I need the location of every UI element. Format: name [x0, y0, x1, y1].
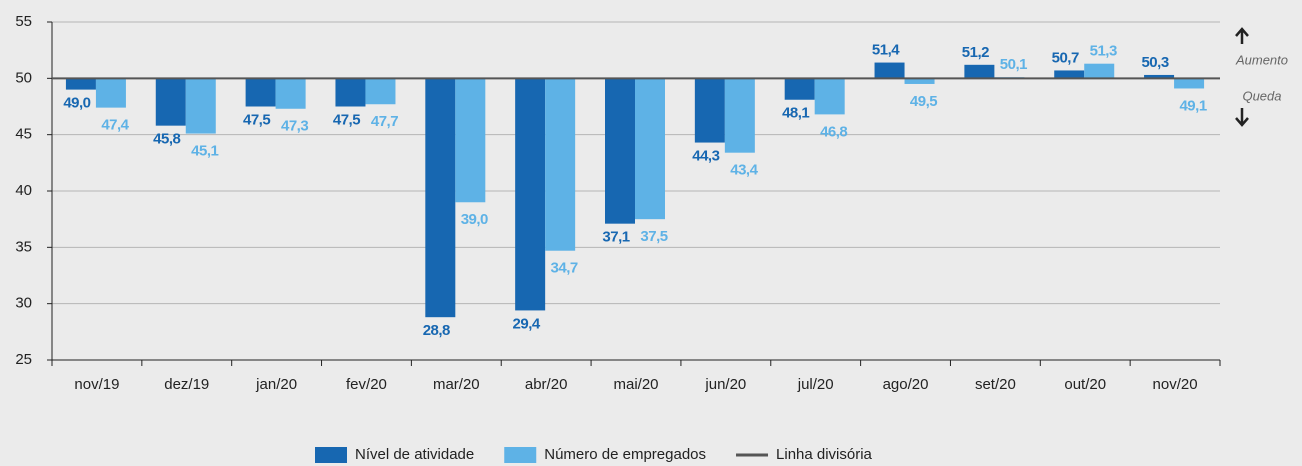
value-label: 29,4	[513, 315, 541, 332]
x-tick-label: jul/20	[797, 376, 834, 393]
value-label: 47,5	[243, 111, 270, 128]
value-label: 50,1	[1000, 56, 1027, 73]
y-tick-label: 25	[15, 351, 32, 368]
y-tick-label: 45	[15, 126, 32, 143]
x-tick-label: jun/20	[704, 376, 746, 393]
value-label: 34,7	[551, 260, 578, 277]
value-label: 47,5	[333, 111, 360, 128]
y-tick-label: 50	[15, 69, 32, 86]
value-label: 44,3	[692, 148, 719, 165]
arrow-up	[1235, 27, 1249, 44]
bar	[1144, 74, 1175, 79]
bar	[724, 78, 755, 153]
bar	[904, 78, 935, 84]
x-tick-label: dez/19	[164, 376, 209, 393]
x-tick-label: mar/20	[433, 376, 480, 393]
value-label: 39,0	[461, 211, 488, 228]
bar	[425, 78, 456, 318]
bar	[874, 62, 905, 79]
value-label: 47,7	[371, 113, 398, 130]
value-label: 45,8	[153, 131, 180, 148]
bar	[185, 78, 216, 134]
bar	[455, 78, 486, 203]
legend-label: Linha divisória	[776, 446, 873, 463]
y-tick-label: 30	[15, 295, 32, 312]
value-label: 51,4	[872, 42, 900, 59]
bar	[635, 78, 665, 220]
bar	[1054, 70, 1085, 79]
value-label: 45,1	[191, 143, 218, 160]
annotation: Queda	[1242, 88, 1281, 103]
x-tick-label: nov/19	[74, 376, 119, 393]
bar	[605, 78, 635, 224]
y-tick-label: 35	[15, 238, 32, 255]
x-tick-label: set/20	[975, 376, 1016, 393]
x-tick-label: nov/20	[1153, 376, 1198, 393]
value-label: 50,3	[1141, 54, 1168, 71]
value-label: 47,3	[281, 118, 308, 135]
bar	[245, 78, 276, 107]
bar	[814, 78, 845, 115]
bar	[95, 78, 126, 108]
x-tick-label: out/20	[1064, 376, 1106, 393]
bar	[964, 64, 995, 79]
value-label: 51,3	[1090, 43, 1117, 60]
y-tick-label: 55	[15, 13, 32, 30]
value-label: 49,5	[910, 93, 937, 110]
legend-swatch	[504, 447, 537, 463]
bar	[515, 78, 546, 311]
value-label: 43,4	[730, 162, 758, 179]
bar	[65, 78, 96, 90]
legend-label: Nível de atividade	[355, 446, 474, 463]
x-tick-label: mai/20	[613, 376, 658, 393]
x-tick-label: abr/20	[525, 376, 568, 393]
value-label: 28,8	[423, 322, 450, 339]
bar	[784, 78, 815, 100]
annotation: Aumento	[1235, 52, 1288, 67]
arrow-down	[1235, 108, 1249, 127]
value-label: 50,7	[1052, 49, 1079, 66]
value-label: 46,8	[820, 123, 847, 140]
value-label: 48,1	[782, 105, 809, 122]
y-tick-label: 40	[15, 182, 32, 199]
value-label: 37,1	[602, 229, 629, 246]
value-label: 49,1	[1179, 97, 1206, 114]
bar	[155, 78, 186, 126]
value-label: 37,5	[640, 228, 667, 245]
bar	[694, 78, 725, 143]
x-tick-label: jan/20	[255, 376, 297, 393]
bar	[1174, 78, 1205, 89]
x-tick-label: fev/20	[346, 376, 387, 393]
bar	[335, 78, 366, 107]
value-label: 49,0	[63, 95, 90, 112]
value-label: 47,4	[101, 117, 129, 134]
bar	[275, 78, 306, 109]
bar	[365, 78, 396, 105]
legend-swatch	[315, 447, 347, 463]
x-tick-label: ago/20	[883, 376, 929, 393]
legend-label: Número de empregados	[544, 446, 706, 463]
value-label: 51,2	[962, 44, 989, 61]
bar	[1084, 63, 1115, 79]
bar	[545, 78, 576, 251]
